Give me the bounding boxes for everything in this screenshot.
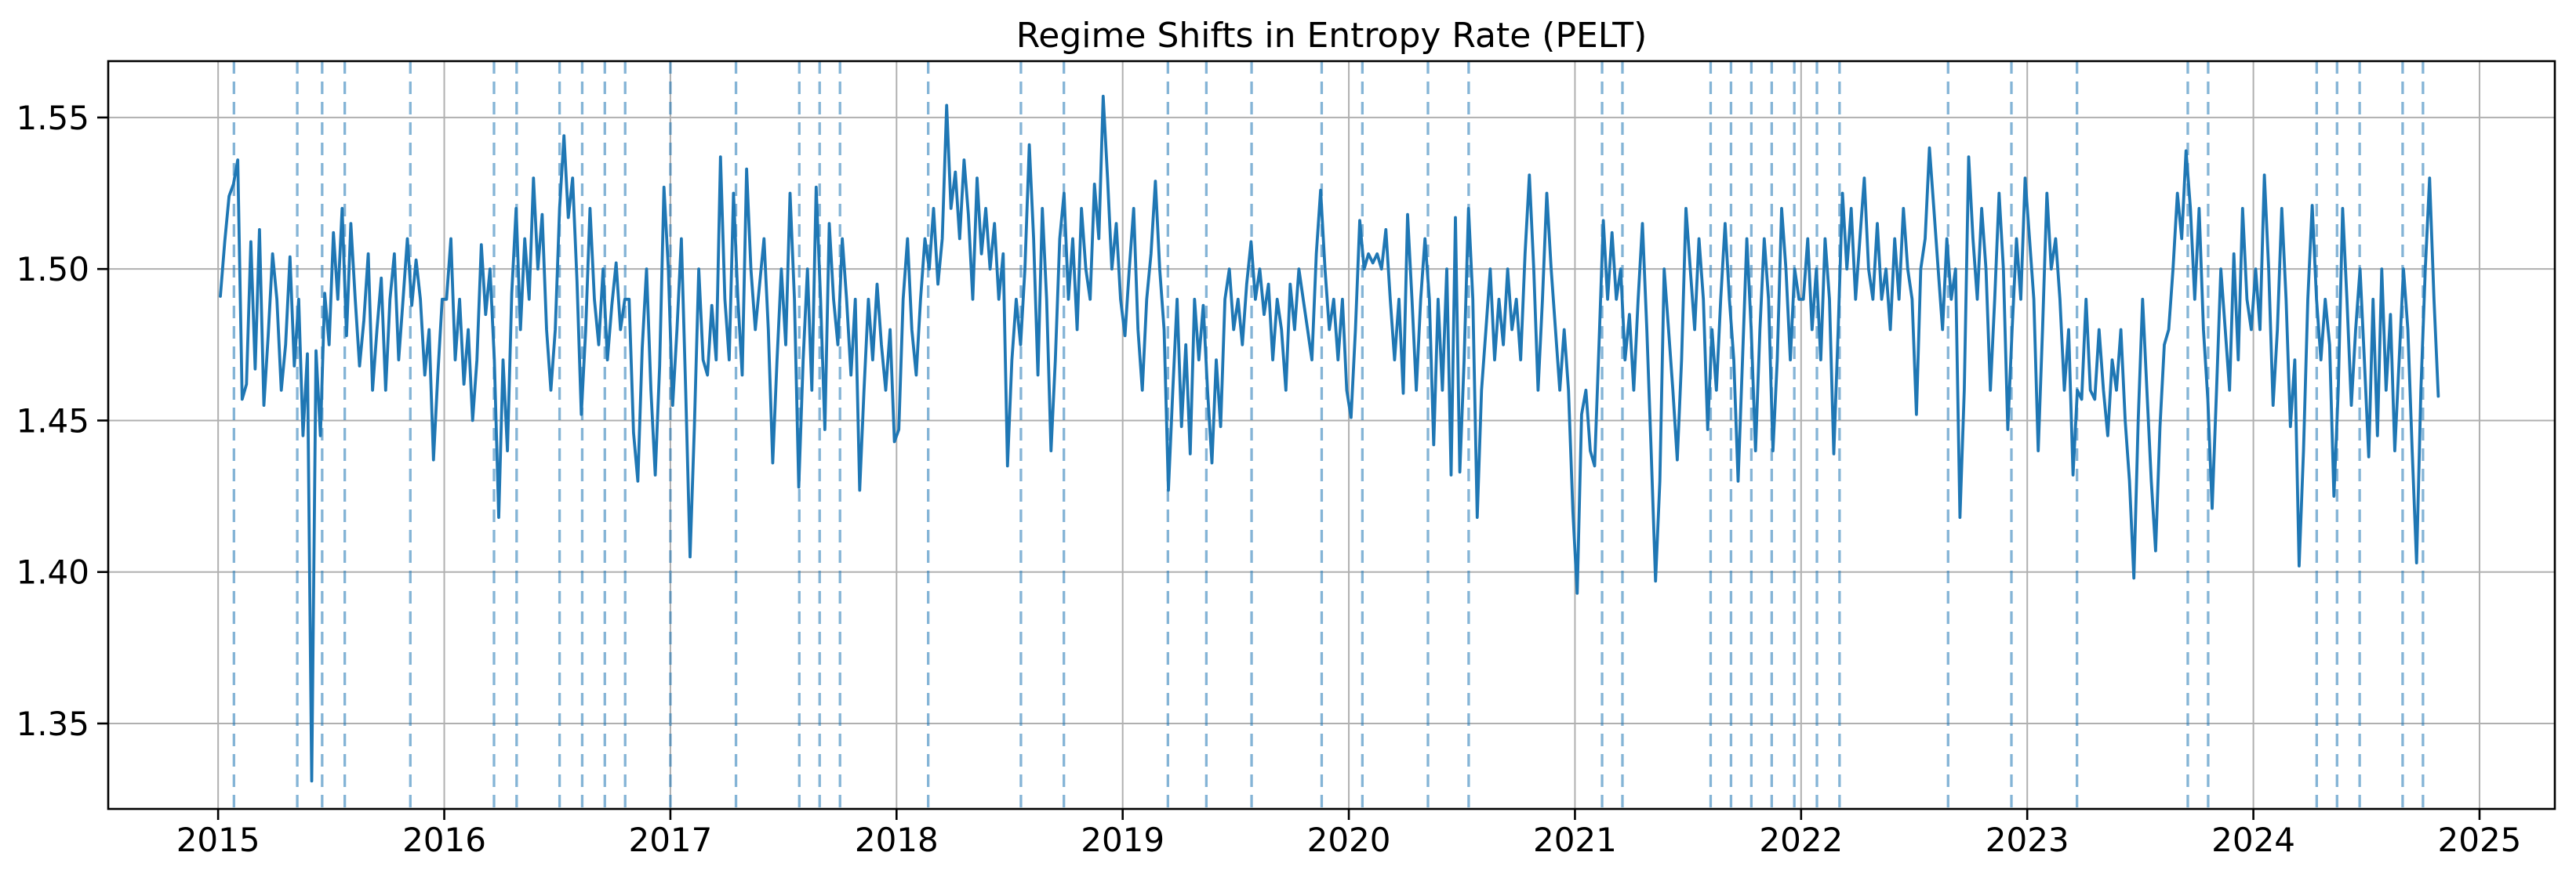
changepoint-layer	[232, 61, 2425, 809]
x-tick-label: 2019	[1081, 821, 1164, 859]
ticks-layer: 2015 2016 2017 2018 2019 2020 2021 2022 2023 2024…	[16, 99, 2521, 859]
x-tick-label: 2017	[628, 821, 712, 859]
x-tick-label: 2024	[2211, 821, 2295, 859]
y-tick-label: 1.55	[16, 99, 89, 137]
plot-border	[107, 60, 2556, 811]
x-tick-label: 2025	[2438, 821, 2522, 859]
y-tick-label: 1.40	[16, 553, 89, 592]
x-tick-label: 2020	[1307, 821, 1391, 859]
x-tick-label: 2021	[1533, 821, 1617, 859]
chart-title: Regime Shifts in Entropy Rate (PELT)	[1016, 16, 1648, 56]
y-tick-label: 1.50	[16, 250, 89, 288]
x-tick-label: 2022	[1759, 821, 1843, 859]
y-tick-label: 1.35	[16, 705, 89, 743]
axes-layer	[107, 60, 2556, 811]
x-tick-label: 2018	[855, 821, 939, 859]
series-line-entropy-rate	[219, 94, 2440, 783]
x-tick-label: 2015	[176, 821, 260, 859]
x-tick-label: 2016	[402, 821, 486, 859]
y-tick-label: 1.45	[16, 401, 89, 440]
x-tick-label: 2023	[1986, 821, 2069, 859]
series-layer	[219, 94, 2440, 783]
